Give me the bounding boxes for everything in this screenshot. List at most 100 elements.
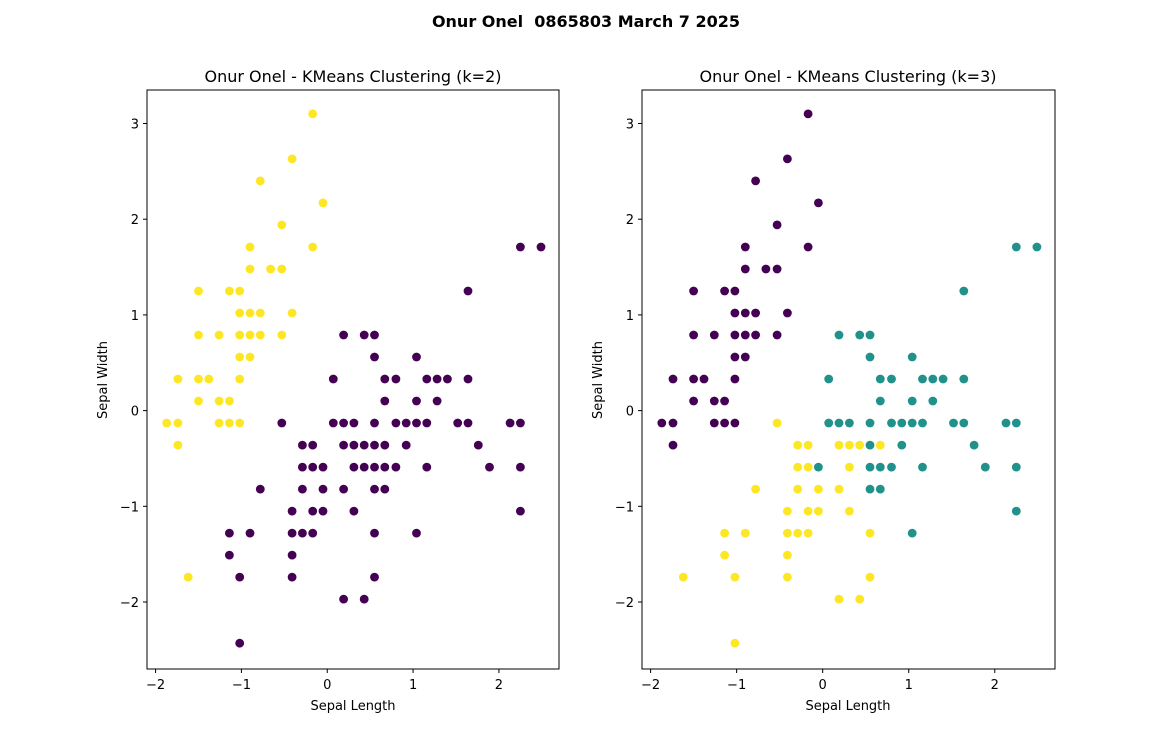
data-point <box>1001 418 1011 428</box>
data-point <box>194 286 203 296</box>
data-point <box>928 374 938 384</box>
data-point <box>194 374 203 384</box>
data-point <box>245 330 255 340</box>
data-point <box>235 286 245 296</box>
data-point <box>255 330 265 340</box>
x-axis-label-k3: Sepal Length <box>805 699 890 714</box>
data-point <box>918 418 927 428</box>
data-point <box>432 374 442 384</box>
plot-title-k2: Onur Onel - KMeans Clustering (k=2) <box>205 67 502 86</box>
data-point <box>194 396 203 406</box>
data-point <box>225 550 234 560</box>
data-point <box>298 462 307 472</box>
data-point <box>803 462 813 472</box>
data-point <box>235 572 245 582</box>
data-point <box>959 286 969 296</box>
plot-area-k2 <box>146 89 560 670</box>
data-point <box>730 572 740 582</box>
data-point <box>793 484 803 494</box>
data-point <box>834 418 844 428</box>
data-point <box>422 462 432 472</box>
x-tick-label: 1 <box>409 678 417 693</box>
x-tick-label: 0 <box>819 678 827 693</box>
data-point <box>814 198 823 208</box>
data-point <box>907 418 917 428</box>
data-point <box>235 352 245 362</box>
data-point <box>730 638 740 648</box>
data-point <box>245 308 255 318</box>
data-point <box>689 286 698 296</box>
data-point <box>938 374 948 384</box>
data-point <box>740 330 750 340</box>
data-point <box>391 374 401 384</box>
data-point <box>339 484 348 494</box>
data-point <box>214 330 224 340</box>
data-point <box>845 462 854 472</box>
data-point <box>1011 506 1021 516</box>
data-point <box>277 330 287 340</box>
data-point <box>918 374 927 384</box>
data-point <box>277 418 287 428</box>
x-tick-label: −1 <box>232 678 251 693</box>
data-point <box>370 440 379 450</box>
data-point <box>287 550 297 560</box>
x-tick-label: −1 <box>727 678 746 693</box>
data-point <box>225 286 234 296</box>
data-point <box>516 418 525 428</box>
data-point <box>783 572 792 582</box>
data-point <box>370 528 379 538</box>
data-point <box>875 484 885 494</box>
data-point <box>255 484 265 494</box>
data-point <box>875 462 885 472</box>
y-axis-label-k3: Sepal Width <box>591 341 606 419</box>
data-point <box>308 242 318 252</box>
data-point <box>443 374 452 384</box>
data-point <box>720 528 729 538</box>
data-point <box>730 308 740 318</box>
data-point <box>730 374 740 384</box>
data-point <box>401 418 411 428</box>
data-point <box>287 308 297 318</box>
data-point <box>783 550 792 560</box>
x-axis-label-k2: Sepal Length <box>310 699 395 714</box>
data-point <box>668 374 678 384</box>
y-tick-label: 1 <box>626 309 634 324</box>
data-point <box>214 396 224 406</box>
data-point <box>855 330 865 340</box>
data-point <box>772 220 782 230</box>
data-point <box>751 176 760 186</box>
data-point <box>536 242 546 252</box>
data-point <box>824 374 834 384</box>
y-tick-label: 0 <box>131 405 139 420</box>
data-point <box>689 374 698 384</box>
data-point <box>516 506 525 516</box>
data-point <box>255 176 265 186</box>
data-point <box>391 462 401 472</box>
data-point <box>1011 242 1021 252</box>
data-point <box>516 242 525 252</box>
data-point <box>235 374 245 384</box>
y-tick-label: 2 <box>626 213 634 228</box>
data-point <box>803 440 813 450</box>
data-point <box>266 264 275 274</box>
y-tick-label: −1 <box>615 500 634 515</box>
data-point <box>308 440 318 450</box>
x-tick-label: 2 <box>991 678 999 693</box>
data-point <box>689 330 698 340</box>
data-point <box>287 528 297 538</box>
data-point <box>391 418 401 428</box>
data-point <box>463 374 473 384</box>
data-point <box>897 418 907 428</box>
data-point <box>277 220 287 230</box>
data-point <box>783 506 792 516</box>
data-point <box>194 330 203 340</box>
data-point <box>709 396 719 406</box>
data-point <box>412 396 421 406</box>
data-point <box>740 264 750 274</box>
data-point <box>349 462 359 472</box>
data-point <box>793 440 803 450</box>
x-tick-label: −2 <box>146 678 165 693</box>
scatter-points-k3 <box>657 109 1042 648</box>
data-point <box>235 308 245 318</box>
data-point <box>349 440 359 450</box>
